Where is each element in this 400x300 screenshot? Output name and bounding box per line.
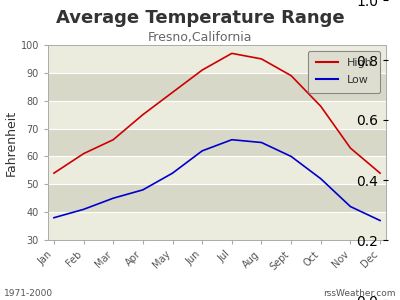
Text: Average Temperature Range: Average Temperature Range [56, 9, 344, 27]
Bar [48, 184, 386, 212]
Bar [48, 156, 386, 184]
Text: 1971-2000: 1971-2000 [4, 290, 53, 298]
Text: Fresno,California: Fresno,California [148, 32, 252, 44]
Legend: High, Low: High, Low [308, 51, 380, 93]
Bar [48, 212, 386, 240]
Bar [48, 45, 386, 73]
Bar [48, 73, 386, 101]
Bar [48, 129, 386, 156]
Text: rssWeather.com: rssWeather.com [324, 290, 396, 298]
Y-axis label: Fahrenheit: Fahrenheit [5, 110, 18, 176]
Bar [48, 101, 386, 129]
